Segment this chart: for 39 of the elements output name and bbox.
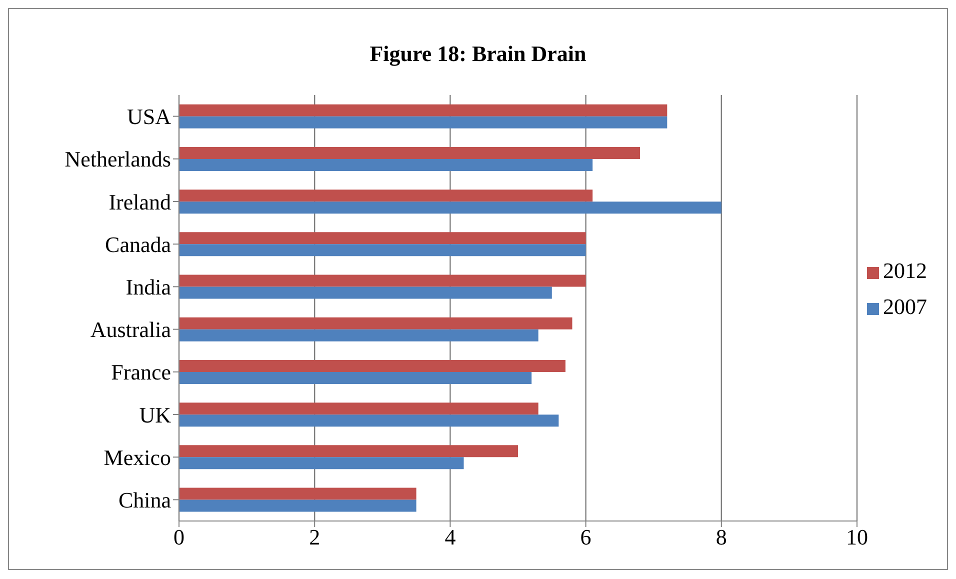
- bar: [179, 414, 559, 427]
- x-tick-label: 8: [716, 524, 727, 550]
- bar: [179, 402, 538, 415]
- bar: [179, 317, 572, 330]
- bar: [179, 500, 416, 512]
- x-tick-label: 10: [846, 524, 868, 550]
- bar: [179, 158, 593, 171]
- legend-label: 2012: [883, 258, 927, 283]
- bar: [179, 329, 538, 342]
- y-tick-label: UK: [139, 402, 172, 428]
- y-tick-label: Mexico: [104, 444, 171, 470]
- bar: [179, 274, 586, 287]
- bar: [179, 360, 566, 372]
- y-tick-label: Netherlands: [64, 146, 171, 172]
- bar: [179, 190, 593, 202]
- bar: [179, 244, 586, 256]
- y-tick-label: Australia: [90, 317, 172, 342]
- y-tick-label: India: [126, 274, 172, 300]
- bar: [179, 202, 722, 214]
- x-tick-label: 4: [444, 524, 456, 550]
- bar: [179, 116, 668, 128]
- y-tick-label: China: [118, 488, 172, 513]
- bar: [179, 104, 668, 116]
- bar: [179, 445, 518, 458]
- bar: [179, 457, 464, 470]
- x-tick-label: 0: [174, 524, 184, 550]
- bar: [179, 488, 416, 500]
- bar: [179, 232, 586, 244]
- y-tick-label: USA: [126, 104, 172, 130]
- legend-label: 2007: [883, 294, 927, 319]
- x-tick-label: 2: [309, 524, 320, 550]
- y-tick-label: Canada: [105, 232, 172, 257]
- x-tick-label: 6: [580, 524, 592, 550]
- y-tick-label: Ireland: [108, 189, 171, 214]
- bar: [179, 372, 532, 384]
- y-tick-label: France: [111, 360, 171, 385]
- chart-title: Figure 18: Brain Drain: [368, 41, 588, 67]
- bar: [179, 286, 552, 299]
- bar: [179, 146, 640, 159]
